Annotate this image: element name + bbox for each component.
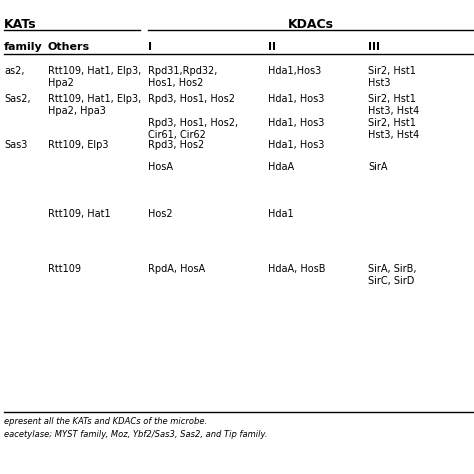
Text: Rtt109, Elp3: Rtt109, Elp3 — [48, 140, 109, 150]
Text: Hos2: Hos2 — [148, 209, 173, 219]
Text: Rtt109, Hat1: Rtt109, Hat1 — [48, 209, 110, 219]
Text: Hda1, Hos3: Hda1, Hos3 — [268, 118, 324, 128]
Text: Sir2, Hst1
Hst3: Sir2, Hst1 Hst3 — [368, 66, 416, 88]
Text: III: III — [368, 42, 380, 52]
Text: Rtt109, Hat1, Elp3,
Hpa2, Hpa3: Rtt109, Hat1, Elp3, Hpa2, Hpa3 — [48, 94, 141, 117]
Text: Hda1,Hos3: Hda1,Hos3 — [268, 66, 321, 76]
Text: HosA: HosA — [148, 162, 173, 172]
Text: Others: Others — [48, 42, 90, 52]
Text: Rtt109: Rtt109 — [48, 264, 81, 274]
Text: SirA, SirB,
SirC, SirD: SirA, SirB, SirC, SirD — [368, 264, 417, 286]
Text: Rtt109, Hat1, Elp3,
Hpa2: Rtt109, Hat1, Elp3, Hpa2 — [48, 66, 141, 88]
Text: SirA: SirA — [368, 162, 388, 172]
Text: as2,: as2, — [4, 66, 25, 76]
Text: HdaA, HosB: HdaA, HosB — [268, 264, 326, 274]
Text: Hda1, Hos3: Hda1, Hos3 — [268, 94, 324, 104]
Text: Rpd3, Hos1, Hos2: Rpd3, Hos1, Hos2 — [148, 94, 235, 104]
Text: Rpd31,Rpd32,
Hos1, Hos2: Rpd31,Rpd32, Hos1, Hos2 — [148, 66, 218, 88]
Text: Sir2, Hst1
Hst3, Hst4: Sir2, Hst1 Hst3, Hst4 — [368, 118, 419, 140]
Text: epresent all the KATs and KDACs of the microbe.: epresent all the KATs and KDACs of the m… — [4, 417, 207, 426]
Text: eacetylase; MYST family, Moz, Ybf2/Sas3, Sas2, and Tip family.: eacetylase; MYST family, Moz, Ybf2/Sas3,… — [4, 430, 267, 439]
Text: HdaA: HdaA — [268, 162, 294, 172]
Text: Sas2,: Sas2, — [4, 94, 31, 104]
Text: Sas3: Sas3 — [4, 140, 27, 150]
Text: Rpd3, Hos2: Rpd3, Hos2 — [148, 140, 204, 150]
Text: KATs: KATs — [4, 18, 36, 31]
Text: KDACs: KDACs — [288, 18, 334, 31]
Text: II: II — [268, 42, 276, 52]
Text: Rpd3, Hos1, Hos2,
Cir61, Cir62: Rpd3, Hos1, Hos2, Cir61, Cir62 — [148, 118, 238, 140]
Text: RpdA, HosA: RpdA, HosA — [148, 264, 205, 274]
Text: I: I — [148, 42, 152, 52]
Text: family: family — [4, 42, 43, 52]
Text: Sir2, Hst1
Hst3, Hst4: Sir2, Hst1 Hst3, Hst4 — [368, 94, 419, 117]
Text: Hda1, Hos3: Hda1, Hos3 — [268, 140, 324, 150]
Text: Hda1: Hda1 — [268, 209, 293, 219]
